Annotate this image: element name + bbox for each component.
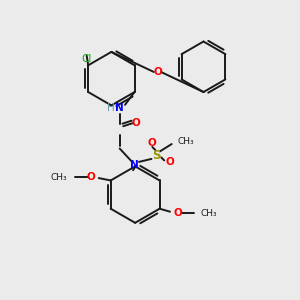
Text: O: O xyxy=(153,67,162,77)
Text: CH₃: CH₃ xyxy=(50,173,67,182)
Text: H: H xyxy=(107,103,115,113)
Text: O: O xyxy=(166,157,175,167)
Text: O: O xyxy=(148,138,157,148)
Text: CH₃: CH₃ xyxy=(178,136,194,146)
Text: Cl: Cl xyxy=(82,54,92,64)
Text: O: O xyxy=(132,118,140,128)
Text: CH₃: CH₃ xyxy=(200,209,217,218)
Text: S: S xyxy=(153,149,161,162)
Text: N: N xyxy=(115,103,124,113)
Text: O: O xyxy=(173,208,182,218)
Text: N: N xyxy=(130,160,139,170)
Text: O: O xyxy=(87,172,96,182)
